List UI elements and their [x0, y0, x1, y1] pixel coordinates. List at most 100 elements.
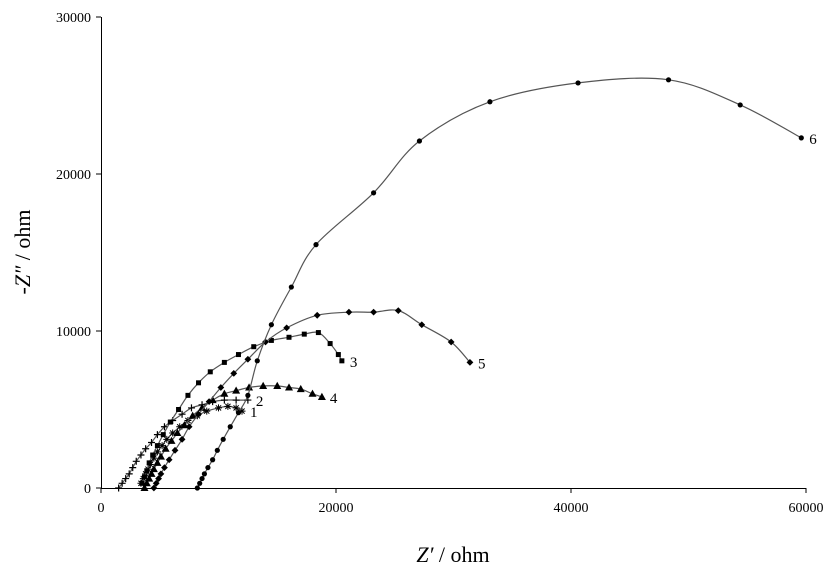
data-point — [301, 331, 307, 337]
data-point — [487, 99, 493, 105]
series-3: 3 — [139, 330, 358, 486]
data-point — [205, 398, 213, 406]
data-point — [176, 407, 182, 412]
x-tick-label: 40000 — [554, 501, 589, 516]
data-point — [142, 445, 150, 453]
data-point — [160, 423, 168, 431]
data-point — [201, 471, 207, 477]
data-point — [129, 464, 137, 472]
data-point — [371, 190, 377, 196]
series-label: 1 — [250, 405, 258, 421]
series-line-4 — [143, 385, 323, 489]
data-point — [315, 330, 321, 336]
data-point — [245, 392, 251, 398]
data-point — [178, 435, 186, 443]
data-point — [147, 469, 156, 477]
data-point — [199, 475, 205, 482]
data-point — [394, 307, 402, 314]
data-point — [283, 324, 291, 332]
data-point — [176, 423, 184, 431]
y-tick-label: 30000 — [56, 11, 91, 26]
x-axis-title: Z′ / ohm — [416, 542, 489, 567]
x-tick-label: 0 — [98, 501, 105, 516]
data-point — [161, 464, 168, 471]
data-point — [150, 452, 156, 458]
data-point — [158, 442, 166, 450]
series-6: 6 — [194, 77, 817, 491]
y-tick-label: 20000 — [56, 168, 91, 183]
data-point — [137, 451, 145, 459]
data-point — [145, 474, 154, 482]
data-point — [245, 383, 254, 391]
data-point — [205, 464, 211, 471]
data-point — [149, 464, 158, 473]
data-point — [259, 381, 268, 389]
data-point — [132, 457, 140, 465]
data-point — [220, 396, 228, 404]
data-point — [148, 438, 156, 446]
series-label: 4 — [330, 391, 338, 407]
series-label: 2 — [256, 394, 264, 410]
data-point — [210, 457, 216, 463]
data-point — [187, 404, 195, 412]
data-point — [217, 384, 225, 391]
data-point — [227, 424, 233, 430]
y-axis-title: -Z″ / ohm — [10, 210, 35, 295]
data-point — [665, 77, 672, 83]
data-point — [370, 308, 377, 316]
data-point — [268, 322, 274, 328]
data-point — [178, 410, 186, 418]
data-point — [220, 436, 226, 442]
data-point — [157, 470, 165, 478]
x-tick-label: 60000 — [789, 501, 824, 516]
data-point — [154, 443, 160, 449]
data-point — [335, 352, 341, 358]
data-point — [173, 428, 182, 437]
data-point — [220, 389, 229, 397]
data-point — [125, 470, 133, 478]
series-line-6 — [196, 77, 802, 489]
series-label: 3 — [350, 355, 358, 371]
data-point — [153, 448, 161, 456]
data-point — [235, 410, 242, 416]
y-tick-label: 10000 — [56, 325, 91, 340]
data-point — [232, 396, 240, 404]
series-layer: 12 3 4 5 6 — [115, 77, 817, 492]
data-point — [251, 344, 257, 350]
data-point — [447, 338, 455, 346]
data-point — [285, 383, 293, 391]
data-point — [153, 458, 162, 466]
data-point — [160, 432, 166, 438]
axis-ticks: 0 20000 40000 60000 0 10000 20000 30000 — [56, 11, 824, 516]
data-point — [118, 479, 126, 487]
data-point — [153, 431, 161, 439]
data-point — [169, 429, 177, 437]
series-line-2 — [118, 399, 248, 489]
data-point — [339, 358, 345, 364]
data-point — [224, 402, 232, 410]
data-point — [268, 337, 274, 343]
data-point — [327, 341, 333, 347]
data-point — [142, 479, 151, 487]
data-point — [152, 479, 160, 487]
data-point — [416, 138, 423, 144]
data-point — [317, 392, 326, 400]
data-point — [232, 404, 240, 412]
data-point — [197, 480, 203, 486]
data-point — [466, 359, 474, 366]
series-label: 5 — [478, 356, 486, 372]
data-point — [139, 480, 145, 486]
data-point — [122, 475, 130, 483]
data-point — [194, 485, 200, 491]
data-point — [203, 407, 211, 415]
data-point — [140, 483, 149, 491]
data-point — [161, 444, 170, 452]
data-point — [144, 468, 150, 474]
data-point — [155, 475, 162, 482]
data-point — [737, 102, 743, 108]
data-point — [230, 369, 238, 377]
y-tick-label: 0 — [84, 482, 91, 497]
data-point — [273, 381, 282, 389]
data-point — [214, 447, 220, 453]
